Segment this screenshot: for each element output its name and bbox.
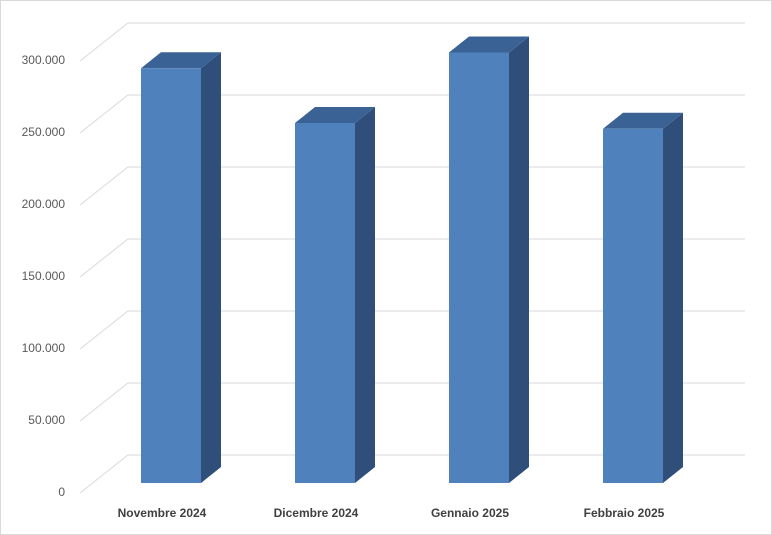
- bar-side: [663, 112, 683, 483]
- y-tick-label: 50.000: [28, 413, 65, 427]
- bar-top: [295, 107, 375, 123]
- bar: [449, 52, 509, 483]
- y-tick-label: 200.000: [22, 197, 66, 211]
- bar-side: [201, 52, 221, 483]
- bar: [603, 128, 663, 483]
- y-tick-label: 0: [58, 485, 65, 499]
- x-tick-label: Febbraio 2025: [584, 506, 665, 520]
- y-tick-label: 150.000: [22, 269, 66, 283]
- bar-top: [603, 112, 683, 129]
- bar: [295, 123, 355, 483]
- bar-side: [509, 36, 529, 483]
- x-tick-label: Gennaio 2025: [431, 506, 509, 520]
- y-tick-label: 250.000: [22, 125, 66, 139]
- x-tick-label: Novembre 2024: [118, 506, 207, 520]
- bar-side: [355, 107, 375, 483]
- grid-line: [79, 238, 129, 278]
- y-tick-label: 300.000: [22, 53, 66, 67]
- bar-top: [449, 36, 529, 53]
- grid-line: [79, 166, 129, 206]
- grid-line: [79, 310, 129, 350]
- x-tick-label: Dicembre 2024: [274, 506, 359, 520]
- grid-line: [79, 22, 129, 62]
- bar: [141, 68, 201, 483]
- y-tick-label: 100.000: [22, 341, 66, 355]
- grid-line: [79, 382, 129, 422]
- grid-line: [79, 94, 129, 134]
- bar-top: [141, 52, 221, 69]
- grid-line: [79, 454, 129, 494]
